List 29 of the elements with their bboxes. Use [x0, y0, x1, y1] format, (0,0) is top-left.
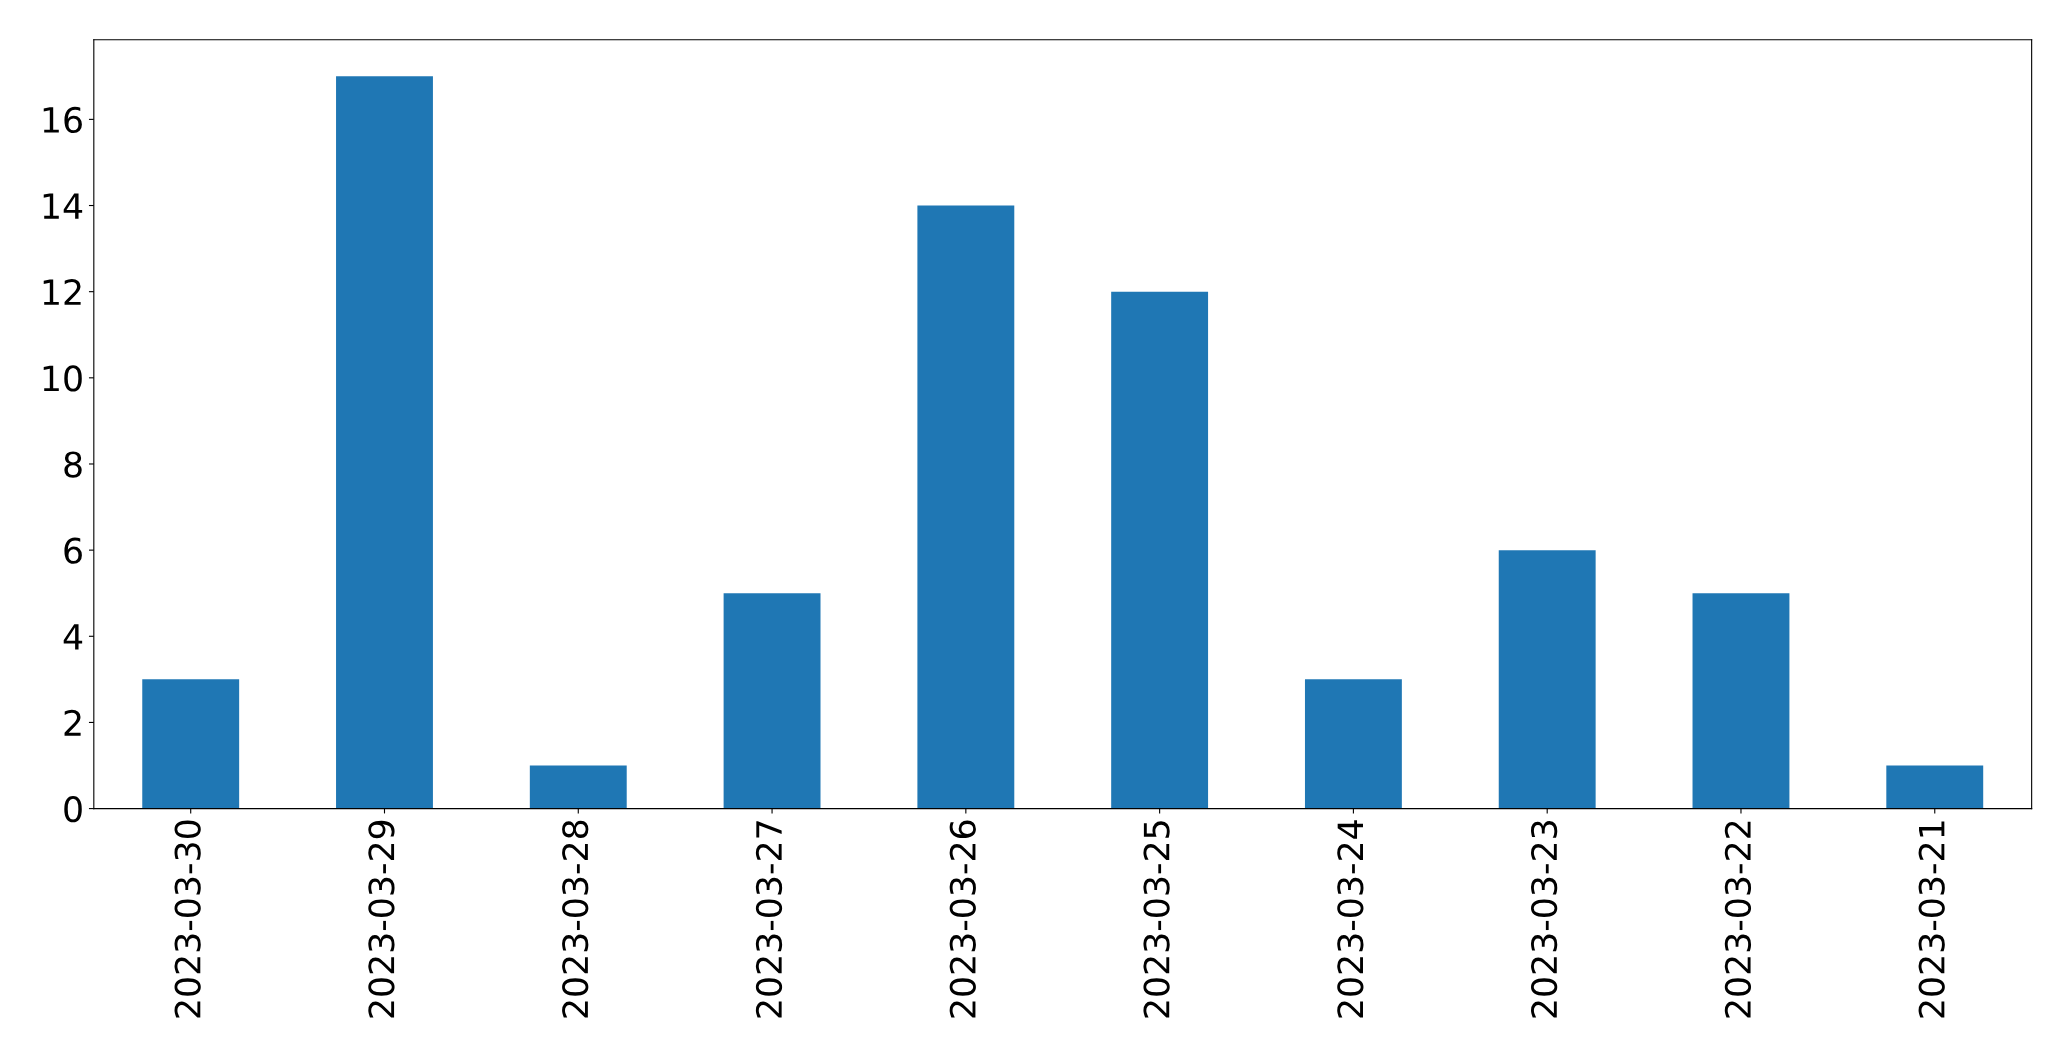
bar: [1692, 593, 1790, 809]
y-tick-label: 14: [43, 193, 83, 219]
x-tick-label: 2023-03-24: [1337, 820, 1364, 1018]
y-tick-label: 4: [63, 624, 83, 650]
bar: [917, 205, 1015, 809]
x-tick-label: 2023-03-26: [949, 820, 976, 1018]
x-tick-label: 2023-03-22: [1724, 821, 1752, 1018]
bar: [142, 679, 240, 809]
bar: [723, 593, 821, 809]
y-tick-label: 10: [43, 365, 82, 392]
x-tick-label: 2023-03-28: [562, 820, 589, 1018]
bar: [1111, 291, 1209, 809]
x-tick-label: 2023-03-29: [368, 820, 395, 1018]
x-tick-label: 2023-03-23: [1531, 821, 1558, 1018]
y-tick-label: 16: [43, 106, 82, 134]
bar: [1886, 765, 1984, 809]
x-tick-label: 2023-03-25: [1143, 821, 1170, 1018]
y-tick-label: 12: [43, 279, 81, 305]
bar: [1498, 550, 1596, 809]
y-tick-label: 6: [64, 537, 82, 564]
y-tick-label: 2: [64, 709, 81, 736]
bar: [336, 76, 433, 809]
x-tick-label: 2023-03-30: [174, 820, 201, 1018]
y-tick-label: 0: [64, 796, 82, 823]
x-tick-label: 2023-03-21: [1918, 821, 1945, 1018]
bar: [1304, 679, 1402, 809]
y-tick-label: 8: [64, 451, 82, 478]
x-tick-label: 2023-03-27: [755, 821, 783, 1018]
bar: [529, 765, 627, 809]
